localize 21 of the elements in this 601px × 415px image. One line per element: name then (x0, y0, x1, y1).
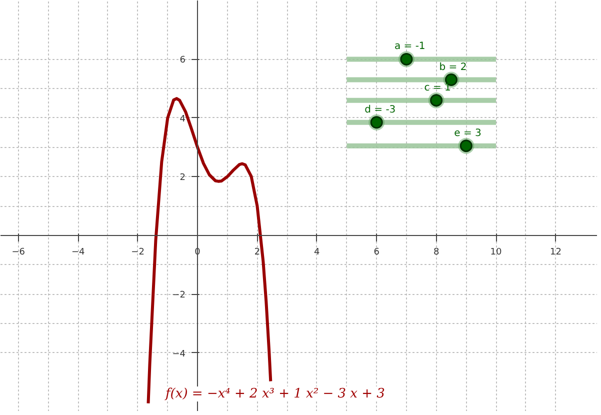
y-tick-label: 4 (180, 114, 186, 124)
annotation: f(x) = −x⁴ + 2 x³ + 1 x² − 3 x + 3 (164, 386, 385, 402)
annotation: a = -1 (394, 41, 426, 52)
x-tick-label: 4 (314, 247, 320, 258)
x-tick-label: −2 (131, 247, 144, 258)
y-tick-label: −2 (172, 290, 186, 301)
annotation: d = -3 (364, 104, 396, 116)
x-tick-label: 8 (433, 247, 440, 258)
x-tick-label: 12 (550, 247, 562, 258)
annotation: c = 1 (424, 82, 451, 94)
x-tick-label: 6 (374, 247, 380, 258)
y-tick-label: −4 (172, 349, 186, 360)
annotation: b = 2 (439, 62, 467, 73)
y-tick-label: 6 (180, 56, 186, 66)
x-tick-label: 10 (490, 247, 502, 258)
line-series (146, 97, 272, 405)
annotation: e = 3 (454, 128, 482, 139)
x-tick-label: 2 (254, 247, 260, 258)
x-tick-label: −4 (71, 247, 86, 258)
x-tick-label: −6 (12, 247, 26, 258)
y-tick-label: 2 (180, 173, 186, 184)
